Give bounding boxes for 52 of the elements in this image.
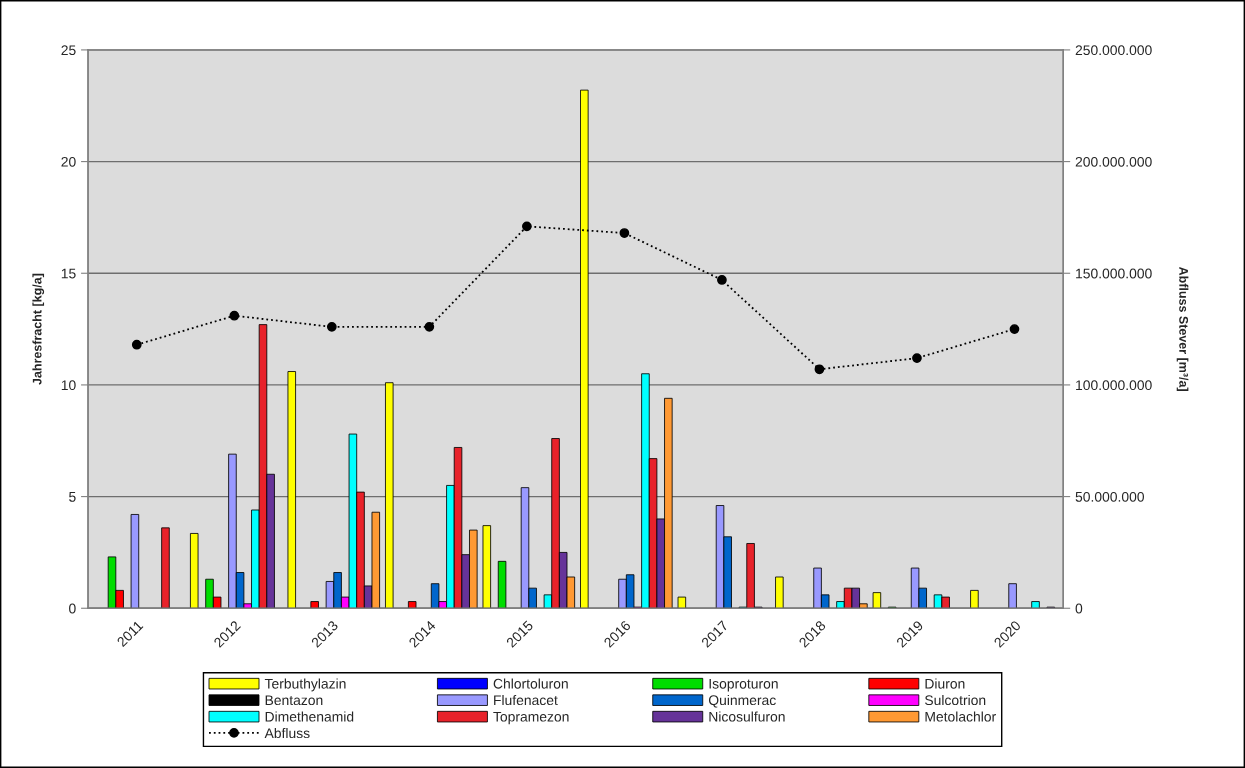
- y-tick-label: 25: [61, 45, 76, 56]
- point: [326, 321, 337, 332]
- legend-label: Quinmerac: [708, 694, 776, 708]
- bar: [497, 560, 507, 609]
- bar: [407, 601, 417, 609]
- y-tick-label: 0: [69, 603, 76, 614]
- point: [912, 353, 922, 363]
- bar: [385, 382, 394, 609]
- bar: [970, 589, 979, 609]
- y-tick-label: 20: [61, 156, 76, 167]
- y-axis-title: Jahresfracht [kg/a]: [32, 273, 45, 385]
- legend-label: Sulcotrion: [925, 694, 986, 706]
- bar: [130, 514, 140, 609]
- legend-label: Dimethenamid: [265, 711, 354, 722]
- y2-tick-label: 200.000.000: [1075, 156, 1152, 167]
- y2-tick-label: 0: [1075, 603, 1083, 614]
- legend-label: Flufenacet: [494, 694, 558, 706]
- bar: [310, 601, 319, 609]
- point: [717, 275, 727, 285]
- legend-label: Terbuthylazin: [264, 678, 346, 692]
- y2-tick-label: 100.000.000: [1076, 380, 1152, 391]
- y-tick-label: 10: [61, 380, 76, 391]
- y2-tick-label: 250.000.000: [1075, 45, 1152, 56]
- bar: [775, 576, 784, 609]
- y2-tick-label: 50.000.000: [1075, 491, 1144, 502]
- y2-axis-title: Abfluss Stever [m³/a]: [1176, 266, 1189, 391]
- bar: [1031, 601, 1040, 609]
- bar: [677, 596, 687, 609]
- y-tick-label: 15: [61, 268, 76, 279]
- legend-label: Nicosulfuron: [709, 711, 785, 722]
- point: [1009, 324, 1020, 334]
- point: [522, 221, 532, 232]
- y-tick-label: 5: [69, 492, 76, 502]
- point: [424, 321, 435, 332]
- point: [814, 364, 825, 375]
- bar: [482, 525, 492, 609]
- legend-label: Abfluss: [264, 727, 310, 739]
- legend-label: Diuron: [925, 678, 965, 689]
- legend-label: Topramezon: [493, 711, 569, 725]
- legend-label: Isoproturon: [709, 678, 778, 692]
- y2-tick-label: 150.000.000: [1076, 268, 1152, 279]
- legend-label: Bentazon: [265, 695, 323, 706]
- bar: [190, 533, 199, 609]
- point: [619, 228, 630, 238]
- bar: [287, 371, 296, 609]
- legend-label: Chlortoluron: [493, 678, 568, 689]
- point: [229, 310, 240, 321]
- point: [131, 339, 142, 350]
- bar: [161, 527, 170, 609]
- legend-label: Metolachlor: [925, 711, 996, 722]
- bar: [1008, 583, 1017, 609]
- bar: [872, 592, 882, 609]
